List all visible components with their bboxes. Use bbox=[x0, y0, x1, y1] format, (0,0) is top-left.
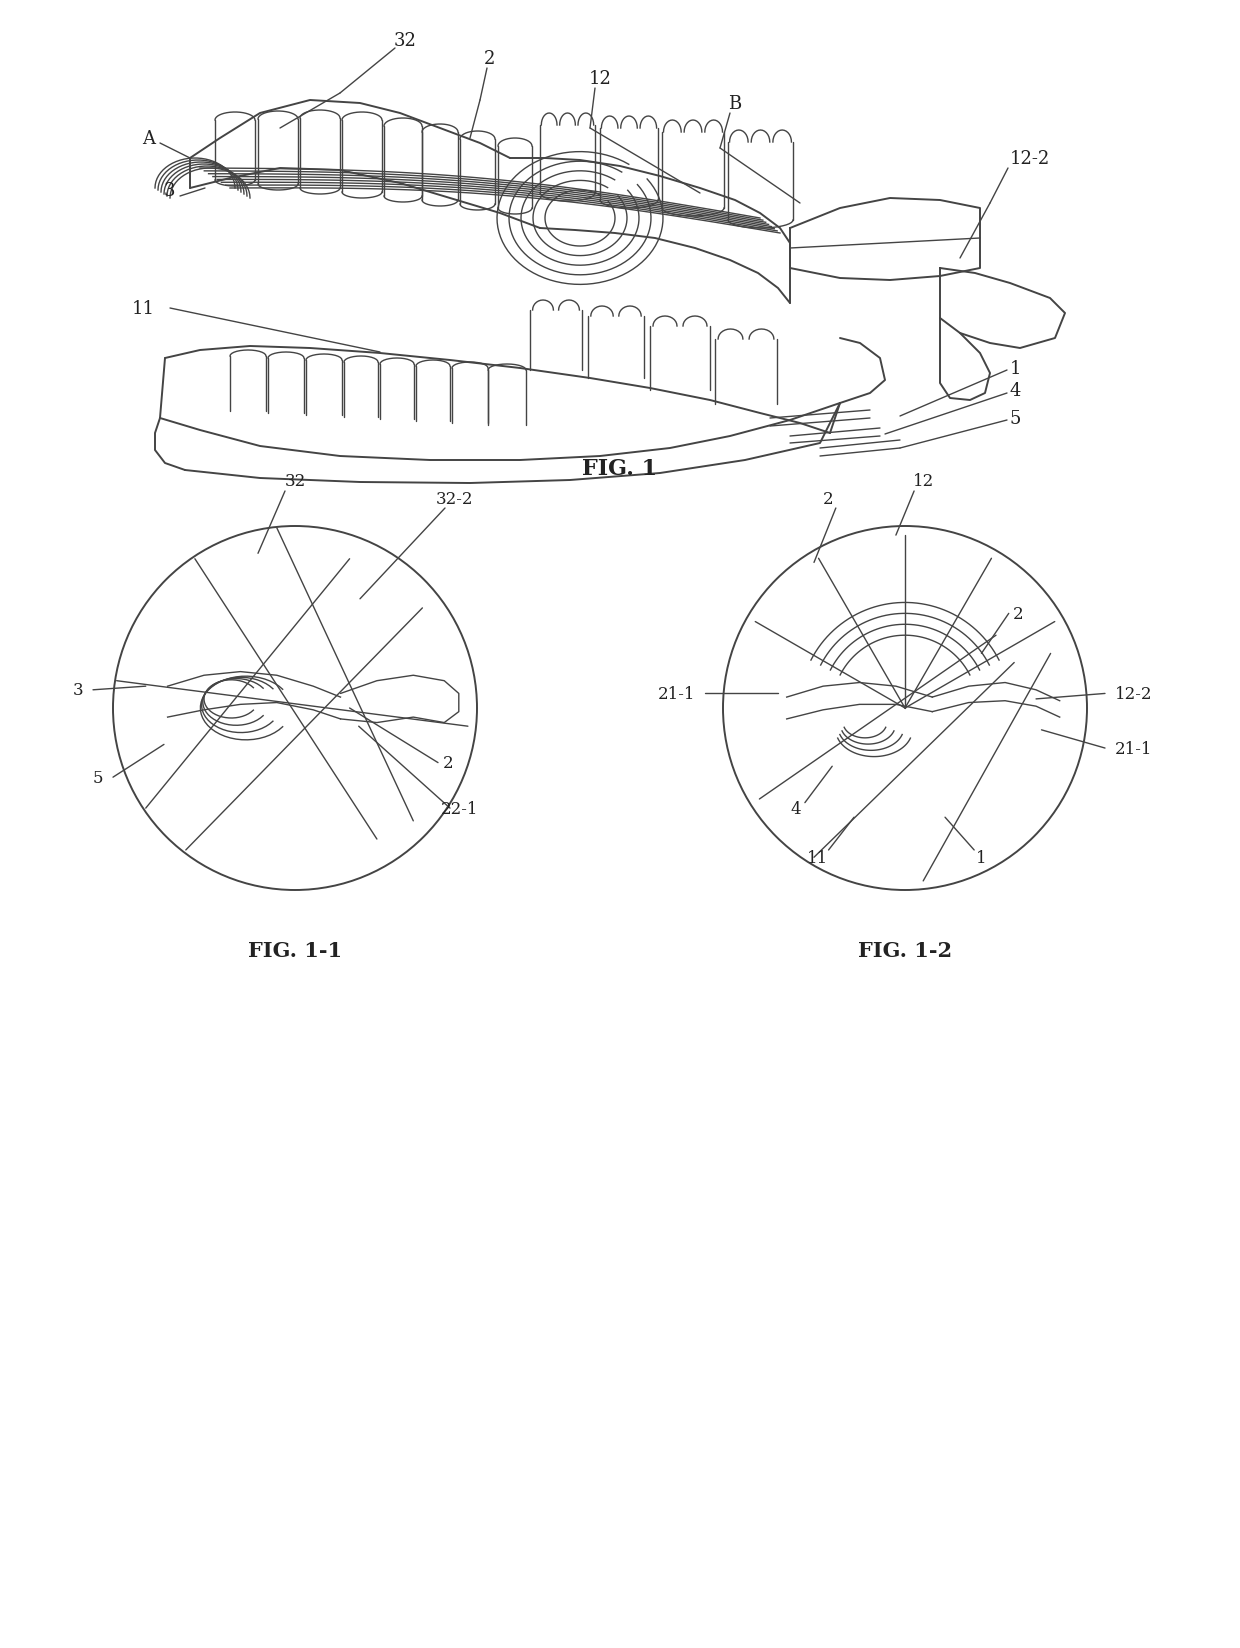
Text: 2: 2 bbox=[1013, 605, 1023, 623]
Text: 1: 1 bbox=[976, 849, 987, 867]
Text: 5: 5 bbox=[93, 770, 103, 786]
Text: 32: 32 bbox=[284, 473, 305, 489]
Text: A: A bbox=[143, 130, 155, 148]
Text: 12-2: 12-2 bbox=[1115, 686, 1152, 702]
Text: 5: 5 bbox=[1011, 410, 1022, 428]
Text: 12: 12 bbox=[913, 473, 934, 489]
Text: 21-1: 21-1 bbox=[657, 686, 694, 702]
Text: 4: 4 bbox=[1011, 382, 1022, 400]
Text: FIG. 1-1: FIG. 1-1 bbox=[248, 941, 342, 961]
Text: FIG. 1-2: FIG. 1-2 bbox=[858, 941, 952, 961]
Text: 2: 2 bbox=[823, 489, 833, 508]
Text: 3: 3 bbox=[164, 181, 175, 199]
Text: 4: 4 bbox=[790, 801, 801, 817]
Text: 12: 12 bbox=[589, 69, 611, 87]
Text: 3: 3 bbox=[72, 682, 83, 699]
Text: 11: 11 bbox=[807, 849, 828, 867]
Text: 22-1: 22-1 bbox=[441, 801, 479, 817]
Text: B: B bbox=[728, 96, 742, 114]
Text: 2: 2 bbox=[443, 755, 454, 771]
Text: 1: 1 bbox=[1011, 359, 1022, 377]
Text: 12-2: 12-2 bbox=[1011, 150, 1050, 168]
Text: 32: 32 bbox=[393, 31, 417, 49]
Text: FIG. 1: FIG. 1 bbox=[583, 458, 657, 480]
Text: 2: 2 bbox=[485, 49, 496, 68]
Text: 21-1: 21-1 bbox=[1115, 740, 1152, 756]
Text: 32-2: 32-2 bbox=[436, 489, 474, 508]
Text: 11: 11 bbox=[131, 300, 155, 318]
